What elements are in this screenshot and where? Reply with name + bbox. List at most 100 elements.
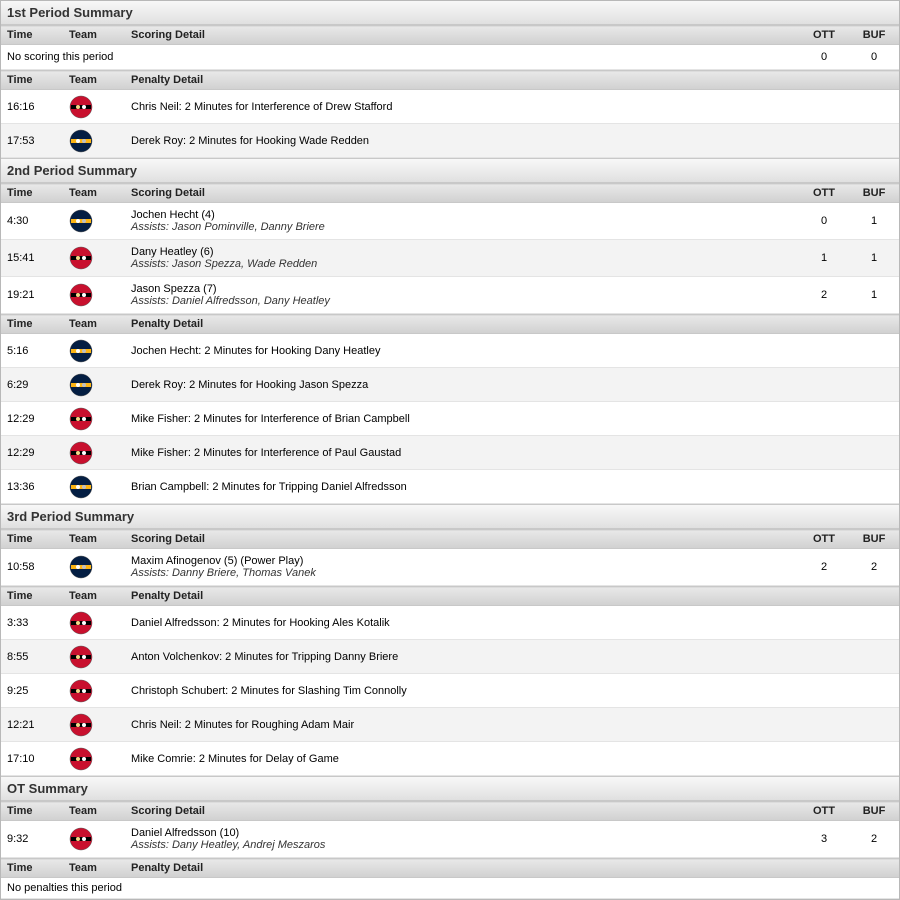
col-header: BUF: [849, 26, 899, 45]
penalty-row: 6:29 Derek Roy: 2 Minutes for Hooking Ja…: [1, 368, 899, 402]
scoring-row: 19:21 Jason Spezza (7) Assists: Daniel A…: [1, 277, 899, 314]
col-header: Time: [1, 859, 63, 878]
ott-logo-icon: [69, 611, 93, 635]
cell-time: 12:29: [1, 436, 63, 470]
col-header: Team: [63, 26, 125, 45]
col-header: BUF: [849, 530, 899, 549]
cell-time: 17:10: [1, 742, 63, 776]
cell-team: [63, 470, 125, 504]
ott-logo-icon: [69, 246, 93, 270]
score-ott: 0: [799, 45, 849, 70]
col-header: Scoring Detail: [125, 802, 799, 821]
score-ott: 2: [799, 549, 849, 586]
no-scoring-text: No scoring this period: [1, 45, 799, 70]
cell-time: 12:29: [1, 402, 63, 436]
ott-logo-icon: [69, 407, 93, 431]
col-header: Team: [63, 802, 125, 821]
penalty-table: Time Team Penalty Detail 16:16 Chris Nei…: [1, 70, 899, 158]
cell-team: [63, 674, 125, 708]
col-header: BUF: [849, 802, 899, 821]
col-header: Team: [63, 184, 125, 203]
penalty-table: Time Team Penalty Detail No penalties th…: [1, 858, 899, 899]
penalty-row: 3:33 Daniel Alfredsson: 2 Minutes for Ho…: [1, 606, 899, 640]
col-header: Scoring Detail: [125, 530, 799, 549]
scoring-table: Time Team Scoring Detail OTT BUF 10:58 M…: [1, 529, 899, 586]
penalty-row: 5:16 Jochen Hecht: 2 Minutes for Hooking…: [1, 334, 899, 368]
scorer-line: Jochen Hecht (4): [131, 209, 793, 221]
cell-team: [63, 640, 125, 674]
cell-time: 4:30: [1, 203, 63, 240]
scoring-row: 15:41 Dany Heatley (6) Assists: Jason Sp…: [1, 240, 899, 277]
scorer-line: Maxim Afinogenov (5) (Power Play): [131, 555, 793, 567]
cell-detail: Jochen Hecht: 2 Minutes for Hooking Dany…: [125, 334, 899, 368]
penalty-row: 12:29 Mike Fisher: 2 Minutes for Interfe…: [1, 402, 899, 436]
scoring-row: 10:58 Maxim Afinogenov (5) (Power Play) …: [1, 549, 899, 586]
assists-line: Assists: Jason Pominville, Danny Briere: [131, 221, 793, 233]
cell-time: 6:29: [1, 368, 63, 402]
score-ott: 2: [799, 277, 849, 314]
cell-time: 13:36: [1, 470, 63, 504]
col-header: Time: [1, 71, 63, 90]
cell-detail: Daniel Alfredsson (10) Assists: Dany Hea…: [125, 821, 799, 858]
buf-logo-icon: [69, 209, 93, 233]
score-buf: 0: [849, 45, 899, 70]
cell-detail: Derek Roy: 2 Minutes for Hooking Jason S…: [125, 368, 899, 402]
score-ott: 0: [799, 203, 849, 240]
scoring-table: Time Team Scoring Detail OTT BUF 9:32 Da…: [1, 801, 899, 858]
scorer-line: Daniel Alfredsson (10): [131, 827, 793, 839]
col-header: Team: [63, 315, 125, 334]
ott-logo-icon: [69, 713, 93, 737]
col-header: OTT: [799, 802, 849, 821]
col-header: Penalty Detail: [125, 587, 899, 606]
cell-detail: Maxim Afinogenov (5) (Power Play) Assist…: [125, 549, 799, 586]
cell-team: [63, 549, 125, 586]
assists-line: Assists: Danny Briere, Thomas Vanek: [131, 567, 793, 579]
cell-detail: Jochen Hecht (4) Assists: Jason Pominvil…: [125, 203, 799, 240]
buf-logo-icon: [69, 339, 93, 363]
cell-team: [63, 203, 125, 240]
ott-logo-icon: [69, 747, 93, 771]
cell-time: 15:41: [1, 240, 63, 277]
cell-time: 16:16: [1, 90, 63, 124]
ott-logo-icon: [69, 679, 93, 703]
col-header: Penalty Detail: [125, 859, 899, 878]
col-header: Time: [1, 587, 63, 606]
ott-logo-icon: [69, 95, 93, 119]
cell-detail: Anton Volchenkov: 2 Minutes for Tripping…: [125, 640, 899, 674]
penalty-table: Time Team Penalty Detail 3:33 Daniel Alf…: [1, 586, 899, 776]
buf-logo-icon: [69, 475, 93, 499]
cell-team: [63, 821, 125, 858]
col-header: OTT: [799, 26, 849, 45]
penalty-row: 17:53 Derek Roy: 2 Minutes for Hooking W…: [1, 124, 899, 158]
cell-team: [63, 742, 125, 776]
score-buf: 1: [849, 203, 899, 240]
col-header: Team: [63, 859, 125, 878]
cell-time: 8:55: [1, 640, 63, 674]
cell-time: 9:25: [1, 674, 63, 708]
scoring-row: 4:30 Jochen Hecht (4) Assists: Jason Pom…: [1, 203, 899, 240]
scorer-line: Dany Heatley (6): [131, 246, 793, 258]
col-header: Scoring Detail: [125, 184, 799, 203]
cell-team: [63, 708, 125, 742]
penalty-row: 16:16 Chris Neil: 2 Minutes for Interfer…: [1, 90, 899, 124]
cell-detail: Daniel Alfredsson: 2 Minutes for Hooking…: [125, 606, 899, 640]
ott-logo-icon: [69, 283, 93, 307]
ott-logo-icon: [69, 645, 93, 669]
cell-detail: Dany Heatley (6) Assists: Jason Spezza, …: [125, 240, 799, 277]
col-header: Time: [1, 802, 63, 821]
score-ott: 3: [799, 821, 849, 858]
penalty-row: 17:10 Mike Comrie: 2 Minutes for Delay o…: [1, 742, 899, 776]
score-ott: 1: [799, 240, 849, 277]
cell-time: 10:58: [1, 549, 63, 586]
assists-line: Assists: Daniel Alfredsson, Dany Heatley: [131, 295, 793, 307]
ott-logo-icon: [69, 441, 93, 465]
cell-detail: Mike Fisher: 2 Minutes for Interference …: [125, 436, 899, 470]
cell-team: [63, 606, 125, 640]
cell-team: [63, 436, 125, 470]
col-header: Time: [1, 530, 63, 549]
cell-time: 19:21: [1, 277, 63, 314]
cell-team: [63, 240, 125, 277]
buf-logo-icon: [69, 555, 93, 579]
scoring-table: Time Team Scoring Detail OTT BUF No scor…: [1, 25, 899, 70]
cell-detail: Brian Campbell: 2 Minutes for Tripping D…: [125, 470, 899, 504]
